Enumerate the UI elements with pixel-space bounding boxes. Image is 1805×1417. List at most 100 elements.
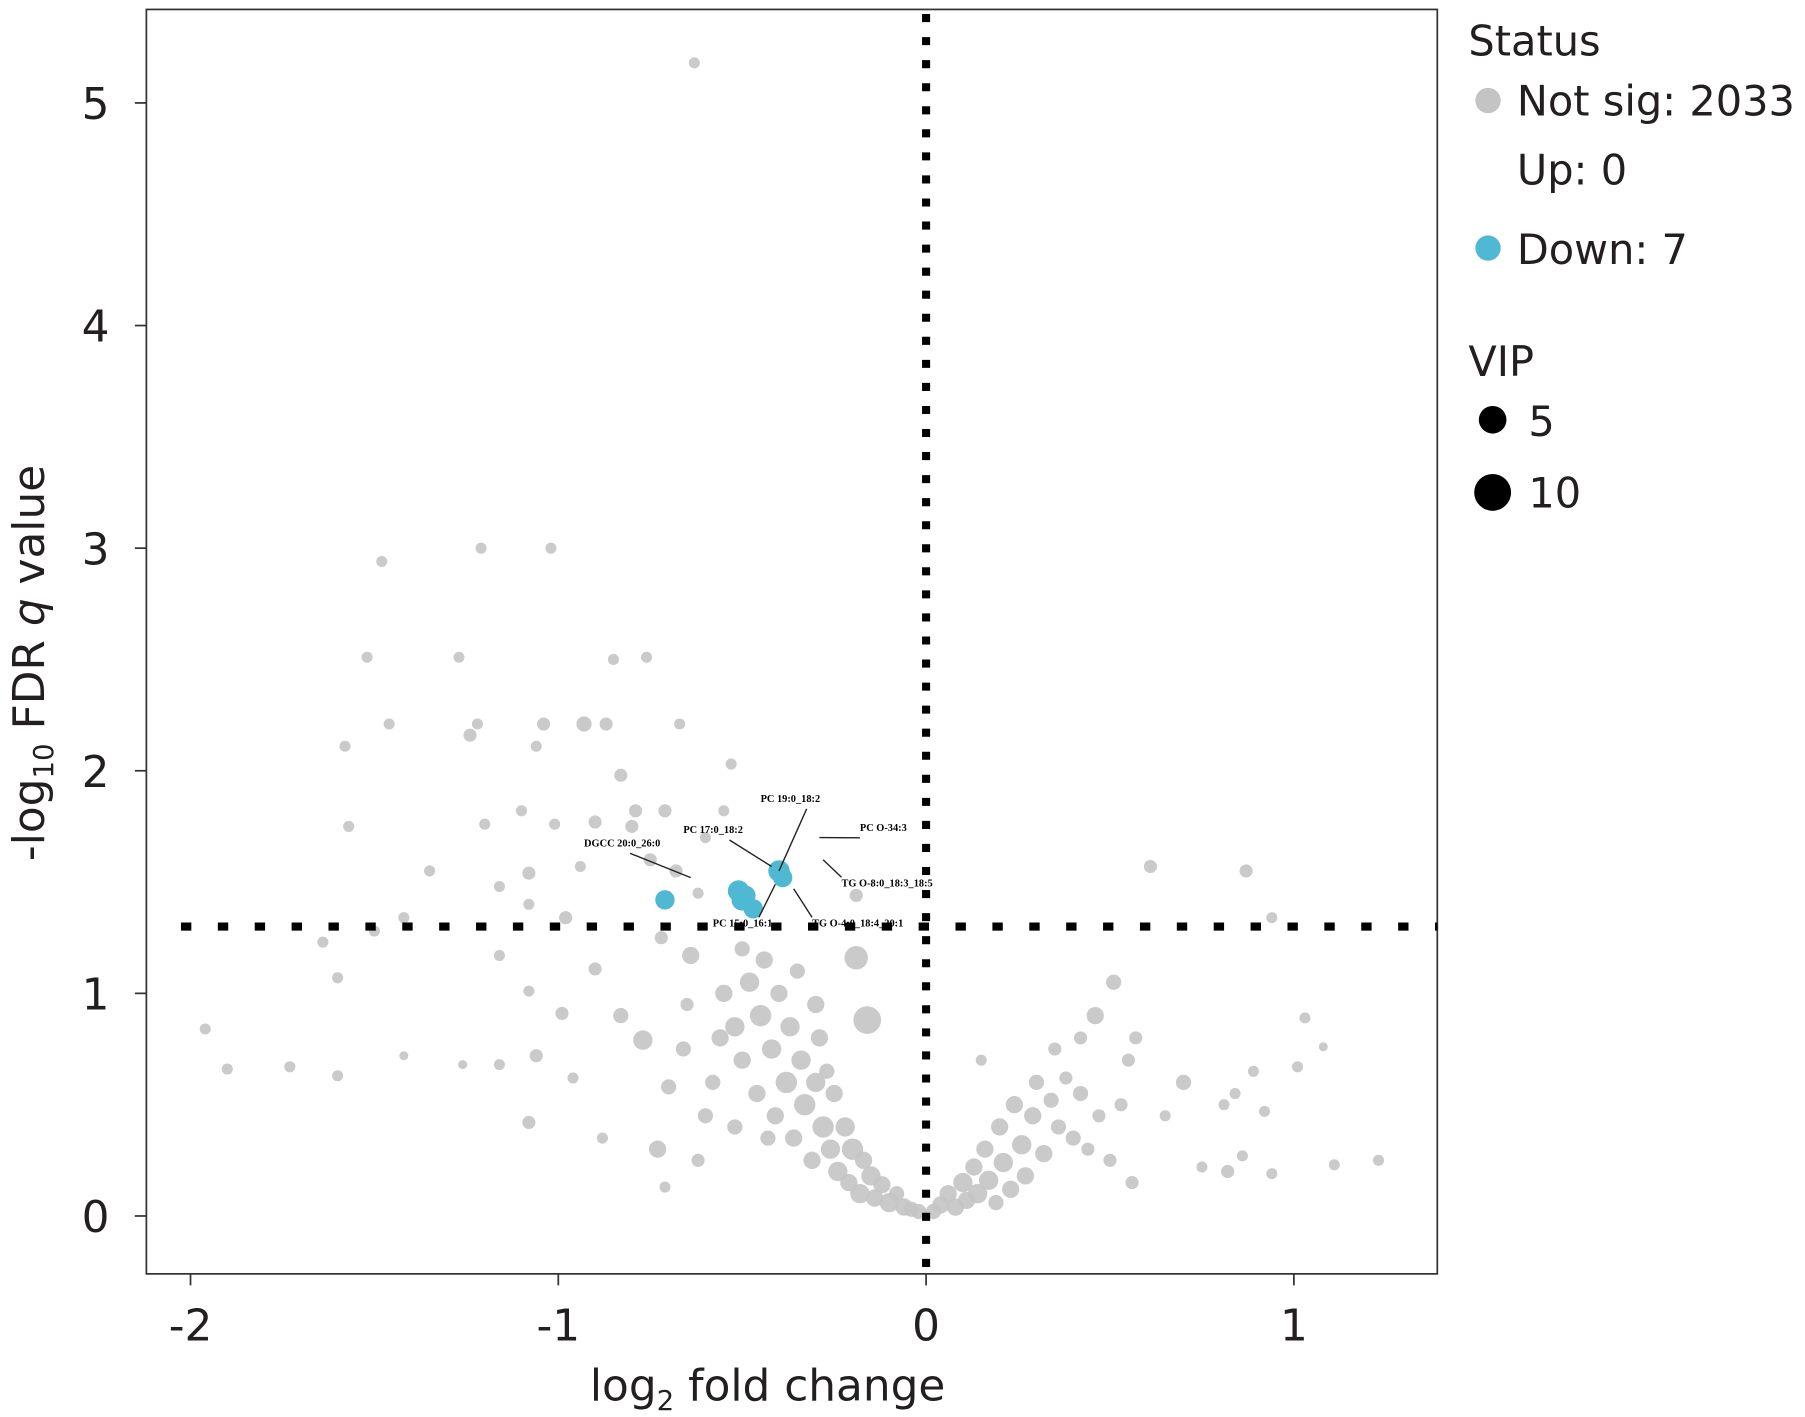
not-sig-point [596, 1132, 608, 1144]
not-sig-point [1292, 1061, 1304, 1073]
not-sig-point [1114, 1098, 1128, 1112]
not-sig-point [854, 1151, 873, 1169]
not-sig-point [614, 768, 628, 782]
not-sig-point [576, 716, 592, 732]
not-sig-point [659, 1181, 671, 1193]
not-sig-point [1012, 1135, 1032, 1155]
not-sig-point [479, 818, 491, 830]
not-sig-point [1239, 864, 1253, 878]
not-sig-point [1328, 1159, 1340, 1171]
not-sig-point [458, 1060, 468, 1070]
not-sig-point [1035, 1145, 1053, 1163]
not-sig-point [1002, 1180, 1020, 1198]
not-sig-point [599, 717, 613, 731]
not-sig-point [383, 718, 395, 730]
not-sig-point [691, 1153, 705, 1167]
down-point [772, 867, 793, 888]
not-sig-point [1005, 1096, 1024, 1114]
not-sig-point [648, 1140, 667, 1158]
threshold-lines [180, 14, 1438, 1274]
down-point [655, 890, 675, 910]
not-sig-point [1258, 1105, 1270, 1117]
not-sig-point [1236, 1150, 1248, 1162]
annotation-leader-line [729, 839, 772, 868]
not-sig-point [1121, 1053, 1135, 1067]
legend-down-label: Down: 7 [1517, 225, 1688, 274]
not-sig-point [1086, 1006, 1104, 1025]
not-sig-point [1299, 1012, 1311, 1024]
not-sig-point [332, 1070, 344, 1082]
legend-vip-10-label: 10 [1528, 468, 1581, 517]
not-sig-point [588, 815, 602, 829]
not-sig-point [976, 1140, 994, 1158]
not-sig-point [780, 1017, 800, 1037]
not-sig-point [828, 1161, 848, 1182]
not-sig-point [806, 1072, 826, 1093]
not-sig-point [810, 1029, 829, 1047]
not-sig-point [1125, 1176, 1139, 1190]
not-sig-point [493, 1059, 505, 1071]
not-sig-point [727, 1119, 743, 1135]
legend-not-sig-label: Not sig: 2033 [1517, 76, 1795, 125]
not-sig-point [1266, 1168, 1278, 1180]
annotation-label: PC 17:0_18:2 [683, 825, 743, 836]
not-sig-point [1175, 1074, 1192, 1091]
not-sig-point [1073, 1031, 1088, 1045]
not-sig-point [1266, 912, 1278, 924]
not-sig-point [588, 962, 602, 976]
not-sig-point [654, 931, 668, 945]
x-tick-label: -2 [169, 1301, 213, 1352]
not-sig-point [705, 1074, 721, 1091]
not-sig-point [549, 818, 561, 830]
not-sig-point [725, 758, 737, 770]
not-sig-point [567, 1072, 579, 1084]
x-tick-label: 0 [912, 1301, 940, 1352]
not-sig-point [835, 1117, 855, 1137]
not-sig-point [658, 804, 672, 818]
not-sig-point [625, 819, 639, 833]
y-tick-label: 2 [82, 747, 110, 798]
not-sig-point [825, 1084, 843, 1103]
point-annotations: PC 19:0_18:2 PC 17:0_18:2 DGCC 20:0_26:0 PC… [584, 794, 933, 930]
not-sig-point [820, 1139, 841, 1159]
not-sig-point [761, 1039, 782, 1059]
not-sig-point [688, 57, 700, 69]
not-sig-point [733, 1051, 751, 1069]
not-sig-point [339, 740, 351, 752]
not-sig-point [975, 1054, 987, 1066]
down-point [736, 885, 756, 906]
not-sig-point [332, 972, 344, 984]
not-sig-point [1103, 1153, 1117, 1167]
y-tick-label: 0 [82, 1192, 110, 1243]
not-sig-point [453, 651, 465, 663]
legend-up-label: Up: 0 [1517, 146, 1627, 195]
not-sig-point [1072, 1085, 1089, 1102]
not-sig-point [1043, 1092, 1059, 1108]
legend-vip-title: VIP [1468, 337, 1534, 386]
not-sig-point [493, 949, 505, 962]
not-sig-point [715, 984, 733, 1003]
legend-vip-10-marker [1474, 473, 1512, 511]
not-sig-point [361, 651, 373, 663]
not-sig-point [633, 1030, 653, 1050]
not-sig-point [1048, 1042, 1062, 1056]
not-sig-point [343, 820, 355, 832]
not-sig-point [1196, 1161, 1208, 1173]
not-sig-point [529, 1049, 543, 1063]
not-sig-point [766, 1107, 784, 1125]
not-sig-point [613, 1008, 629, 1024]
not-sig-point [725, 1017, 745, 1037]
not-sig-point [1247, 1065, 1259, 1077]
not-sig-point [692, 887, 704, 899]
not-sig-point [1028, 1074, 1045, 1091]
not-sig-point [1081, 1142, 1095, 1156]
not-sig-point [398, 912, 410, 924]
not-sig-point [849, 888, 863, 902]
not-sig-point [530, 740, 542, 752]
not-sig-point [607, 653, 620, 665]
not-sig-point [853, 1006, 882, 1034]
not-sig-point [699, 832, 711, 844]
not-sig-point [522, 1115, 536, 1130]
not-sig-point [555, 1006, 569, 1020]
annotation-label: TG O-8:0_18:3_18:5 [841, 879, 932, 890]
